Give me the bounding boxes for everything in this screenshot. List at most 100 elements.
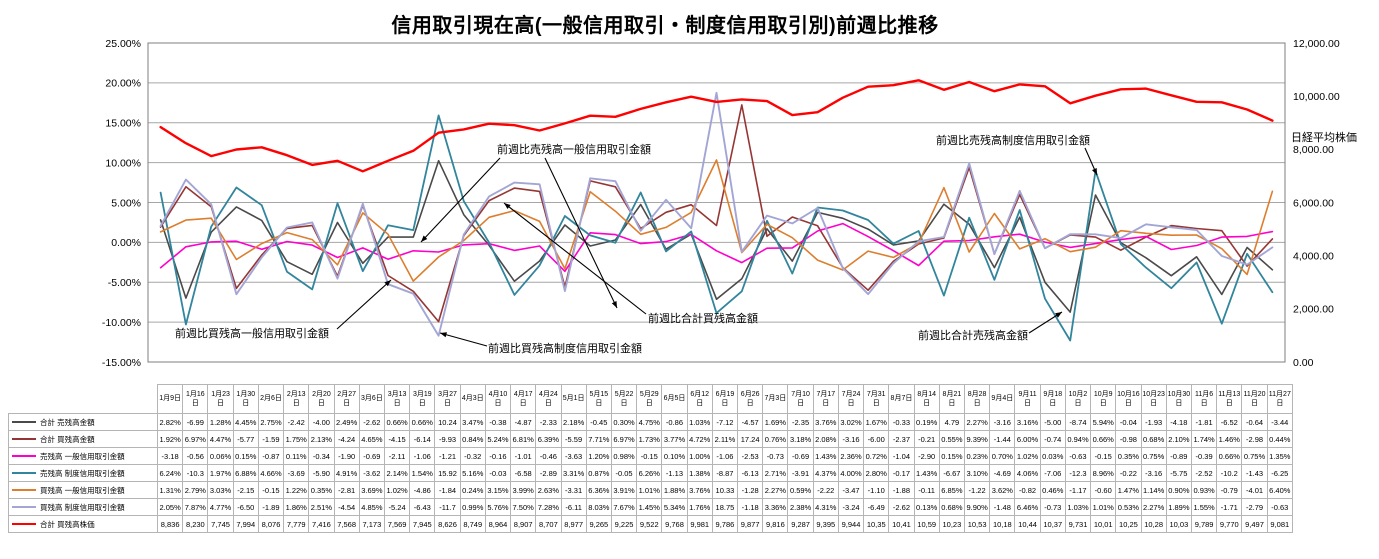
value-cell: 4.47% <box>207 430 234 448</box>
annotation-arrowhead <box>1092 168 1097 175</box>
value-cell: -0.22 <box>1115 464 1142 482</box>
date-header: 5月15日 <box>585 384 612 414</box>
value-cell: -2.81 <box>333 481 360 499</box>
value-cell: -0.05 <box>610 464 638 482</box>
value-cell: 0.75% <box>1241 447 1268 465</box>
value-cell: 6.46% <box>1014 498 1041 516</box>
value-cell: 10,41 <box>888 515 915 533</box>
right-axis-tick: 10,000.00 <box>1293 91 1340 103</box>
value-cell: 1.01% <box>1090 498 1117 516</box>
value-cell: 10,28 <box>1140 515 1167 533</box>
value-cell: -2.52 <box>1190 464 1218 482</box>
series-label: 合計 売残高金額 <box>40 417 95 427</box>
value-cell: -2.22 <box>812 481 839 499</box>
series-line-5 <box>159 91 1274 337</box>
value-cell: 7,779 <box>283 515 310 533</box>
value-cell: 1.01% <box>636 481 663 499</box>
annotation-arrowhead <box>611 301 617 308</box>
right-axis-title: 日経平均株価 <box>1291 132 1357 144</box>
value-cell: -0.16 <box>484 447 512 465</box>
legend-line-swatch <box>12 438 36 440</box>
date-header: 10月16日 <box>1115 384 1142 414</box>
value-cell: 3.10% <box>963 464 991 482</box>
value-cell: 2.79% <box>182 481 209 499</box>
value-cell: 1.89% <box>1165 498 1192 516</box>
value-cell: 0.76% <box>762 430 789 448</box>
value-cell: -0.73 <box>1039 498 1066 516</box>
value-cell: -1.90 <box>333 447 360 465</box>
value-cell: 0.68% <box>938 498 966 516</box>
value-cell: -0.63 <box>1266 498 1294 516</box>
date-header: 2月20日 <box>308 384 335 414</box>
value-cell: 0.68% <box>1140 430 1167 448</box>
value-cell: 2.11% <box>711 430 739 448</box>
value-cell: 0.46% <box>1039 481 1066 499</box>
series-label: 合計 買残高金額 <box>40 434 95 444</box>
series-label: 買残高 制度信用取引金額 <box>40 502 125 512</box>
value-cell: 9,225 <box>610 515 638 533</box>
date-header: 4月17日 <box>510 384 537 414</box>
value-cell: 7.28% <box>535 498 562 516</box>
value-cell: 1.45% <box>636 498 663 516</box>
value-cell: 8,707 <box>535 515 562 533</box>
table-row: 買残高 制度信用取引金額 2.05% 7.87% 4.77% -6.50 -1.89 1.8… <box>8 498 1294 516</box>
value-cell: 7,945 <box>409 515 436 533</box>
value-cell: -2.79 <box>1241 498 1268 516</box>
value-cell: 2.10% <box>1165 430 1192 448</box>
value-cell: -0.89 <box>1165 447 1192 465</box>
value-cell: -3.31 <box>560 481 587 499</box>
left-axis-tick: 20.00% <box>105 78 141 90</box>
value-cell: 5.94% <box>1090 413 1117 431</box>
left-axis-tick: 10.00% <box>105 157 141 169</box>
legend-line-swatch <box>12 472 36 474</box>
value-cell: -4.86 <box>409 481 436 499</box>
value-cell: 9,944 <box>837 515 865 533</box>
value-cell: -0.86 <box>661 413 688 431</box>
value-cell: 2.05% <box>156 498 184 516</box>
value-cell: 10,53 <box>963 515 991 533</box>
value-cell: -0.17 <box>888 464 915 482</box>
value-cell: -4.18 <box>1165 413 1192 431</box>
value-cell: 0.72% <box>863 447 890 465</box>
value-cell: -0.34 <box>308 447 335 465</box>
value-cell: -0.15 <box>1090 447 1117 465</box>
value-cell: 3.03% <box>207 481 234 499</box>
value-cell: 17.24 <box>737 430 764 448</box>
value-cell: 1.46% <box>1216 430 1243 448</box>
value-cell: 2.63% <box>535 481 562 499</box>
value-cell: 9,497 <box>1241 515 1268 533</box>
value-cell: -5.90 <box>308 464 335 482</box>
value-cell: -0.39 <box>1190 447 1218 465</box>
value-cell: 6.39% <box>535 430 562 448</box>
line-chart: 25.00% 20.00% 15.00% 10.00% 5.00% 0.00% -5.00%… <box>102 38 1340 369</box>
value-cell: -3.16 <box>837 430 865 448</box>
value-cell: 1.35% <box>1266 447 1294 465</box>
value-cell: 0.99% <box>459 498 486 516</box>
left-axis-tick: 5.00% <box>111 197 141 209</box>
value-cell: 3.62% <box>989 481 1016 499</box>
series-label: 売残高 制度信用取引金額 <box>40 468 125 478</box>
value-cell: -1.04 <box>888 447 915 465</box>
value-cell: -0.46 <box>535 447 562 465</box>
value-cell: -0.15 <box>636 447 663 465</box>
date-header: 4月10日 <box>484 384 512 414</box>
value-cell: 6.26% <box>636 464 663 482</box>
value-cell: 1.43% <box>812 447 839 465</box>
value-cell: -0.79 <box>1216 481 1243 499</box>
value-cell: 1.31% <box>156 481 184 499</box>
value-cell: 0.66% <box>1090 430 1117 448</box>
value-cell: 8,749 <box>459 515 486 533</box>
value-cell: 2.08% <box>812 430 839 448</box>
value-cell: -2.62 <box>358 413 385 431</box>
value-cell: 3.91% <box>610 481 638 499</box>
value-cell: 7,994 <box>232 515 259 533</box>
value-cell: 18.75 <box>711 498 739 516</box>
legend-line-swatch <box>12 421 36 423</box>
value-cell: -3.69 <box>283 464 310 482</box>
value-cell: -6.00 <box>863 430 890 448</box>
date-header: 1月30日 <box>232 384 259 414</box>
value-cell: -0.64 <box>1241 413 1268 431</box>
table-row: 買残高 一般信用取引金額 1.31% 2.79% 3.03% -2.15 -0.15 1.2… <box>8 481 1294 499</box>
value-cell: 9,395 <box>812 515 839 533</box>
table-corner <box>8 384 158 414</box>
